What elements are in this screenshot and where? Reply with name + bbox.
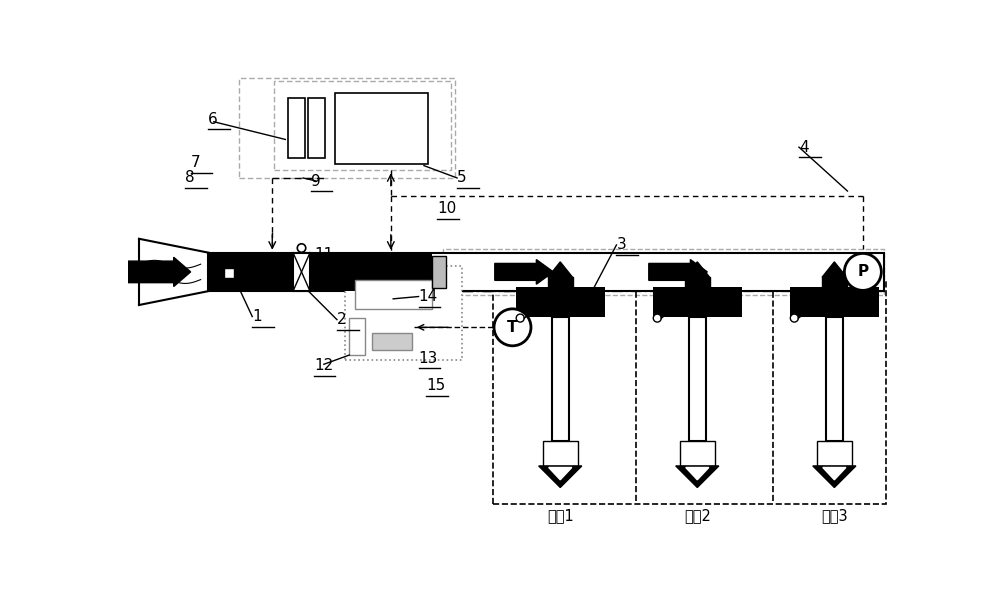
Bar — [432, 256, 446, 288]
Text: 7: 7 — [191, 155, 200, 170]
Polygon shape — [685, 262, 710, 277]
Text: 4: 4 — [799, 139, 809, 155]
Circle shape — [516, 314, 524, 322]
Circle shape — [790, 314, 798, 322]
Text: 8: 8 — [185, 170, 195, 186]
Bar — [552, 287, 569, 291]
Bar — [293, 252, 310, 291]
Bar — [345, 266, 462, 361]
Text: T: T — [507, 320, 518, 335]
Text: 2: 2 — [337, 312, 347, 327]
Text: 1: 1 — [252, 309, 262, 324]
Bar — [826, 317, 843, 441]
Bar — [689, 287, 706, 291]
Text: 5: 5 — [457, 170, 467, 186]
Bar — [224, 268, 234, 278]
Bar — [239, 78, 455, 178]
Text: 6: 6 — [208, 112, 218, 127]
Bar — [310, 252, 432, 291]
Polygon shape — [813, 466, 856, 488]
Bar — [372, 333, 412, 350]
Polygon shape — [823, 467, 846, 480]
Polygon shape — [539, 466, 582, 488]
Bar — [308, 98, 325, 158]
Bar — [790, 287, 879, 317]
Bar — [335, 93, 428, 164]
Text: 11: 11 — [314, 248, 333, 262]
Text: 10: 10 — [437, 202, 456, 216]
Text: 房间3: 房间3 — [821, 508, 848, 522]
Bar — [826, 287, 843, 291]
Text: 15: 15 — [426, 378, 446, 394]
Bar — [817, 441, 852, 466]
Bar — [543, 441, 578, 466]
Bar — [349, 318, 365, 355]
Polygon shape — [549, 467, 572, 480]
Text: 13: 13 — [419, 350, 438, 366]
Text: 房间1: 房间1 — [547, 508, 574, 522]
Bar — [288, 98, 305, 158]
FancyArrow shape — [495, 259, 553, 284]
Circle shape — [297, 243, 306, 252]
Bar — [680, 441, 715, 466]
Bar — [208, 252, 884, 291]
Circle shape — [494, 309, 531, 346]
Bar — [689, 317, 706, 441]
Bar — [274, 81, 451, 170]
Text: 14: 14 — [419, 289, 438, 304]
Bar — [653, 287, 742, 317]
Bar — [493, 280, 886, 505]
Bar — [443, 249, 884, 295]
Text: 9: 9 — [311, 174, 321, 189]
Polygon shape — [548, 262, 573, 277]
FancyArrow shape — [649, 259, 707, 284]
Text: 房间2: 房间2 — [684, 508, 711, 522]
Polygon shape — [676, 466, 719, 488]
Text: P: P — [857, 264, 868, 280]
Text: 3: 3 — [616, 238, 626, 252]
Text: 12: 12 — [314, 358, 333, 374]
Bar — [516, 287, 605, 317]
Bar — [208, 252, 293, 291]
Bar — [355, 280, 432, 309]
Bar — [552, 317, 569, 441]
Polygon shape — [822, 262, 847, 277]
FancyArrow shape — [128, 257, 191, 287]
Circle shape — [653, 314, 661, 322]
Circle shape — [844, 254, 881, 290]
Polygon shape — [686, 467, 709, 480]
